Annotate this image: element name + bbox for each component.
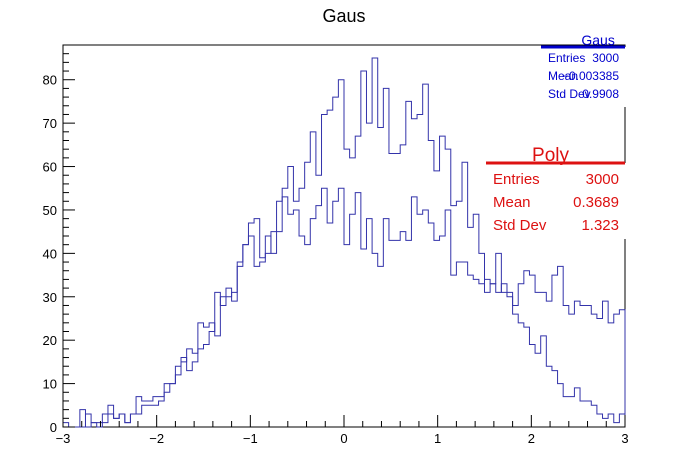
y-tick-label: 50: [43, 203, 57, 218]
series-gaus-line: [63, 57, 626, 428]
y-tick-label: 20: [43, 333, 57, 348]
stats-row-value: 3000: [592, 51, 619, 65]
series-poly-line: [62, 187, 626, 428]
stats-box-gaus: Gaus Entries 3000 Mean−0.003385 Std Dev0.990…: [541, 32, 627, 107]
y-tick-label: 0: [50, 420, 57, 435]
stats-row-label: Entries: [548, 51, 585, 65]
stats-row-value: 0.9908: [582, 87, 619, 101]
stats-row-label: Std Dev: [548, 87, 591, 101]
stats-title: Poly: [532, 145, 569, 166]
stats-row-label: Entries: [493, 171, 540, 188]
x-tick-label: −1: [243, 431, 258, 446]
stats-row-value: 1.323: [581, 217, 619, 234]
y-tick-label: 10: [43, 377, 57, 392]
stats-title: Gaus: [581, 32, 614, 48]
y-tick-label: 60: [43, 160, 57, 175]
y-tick-label: 30: [43, 290, 57, 305]
x-tick-label: −3: [56, 431, 71, 446]
y-tick-label: 70: [43, 116, 57, 131]
y-tick-label: 40: [43, 246, 57, 261]
chart-title: Gaus: [322, 6, 365, 26]
x-tick-label: 2: [528, 431, 535, 446]
stats-row-value: 3000: [586, 171, 619, 188]
series-layer: [62, 57, 626, 428]
stats-row-value: 0.3689: [573, 194, 619, 211]
stats-row-label: Std Dev: [493, 217, 547, 234]
stats-row-value: −0.003385: [562, 69, 619, 83]
x-tick-label: −2: [149, 431, 164, 446]
stats-row-label: Mean: [493, 194, 531, 211]
stats-row-label: Mean: [548, 69, 578, 83]
stats-box-poly: Poly Entries 3000 Mean 0.3689 Std Dev 1.323: [486, 145, 627, 239]
x-tick-label: 1: [434, 431, 441, 446]
y-tick-label: 80: [43, 73, 57, 88]
x-tick-label: 0: [340, 431, 347, 446]
x-tick-label: 3: [621, 431, 628, 446]
